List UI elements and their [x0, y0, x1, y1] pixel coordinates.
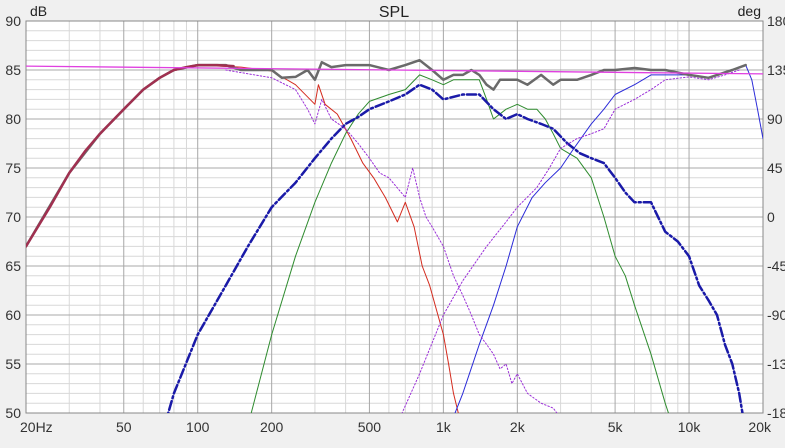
y-tick-label: 50 [5, 405, 21, 421]
y-tick-label: 55 [5, 356, 21, 372]
series-layer [26, 58, 763, 413]
y2-tick-labels: 180 135 90 45 0 -45 -90 -135 -180 [767, 13, 785, 421]
plot-border [25, 20, 764, 414]
major-grid [26, 21, 763, 413]
y-tick-label: 70 [5, 209, 21, 225]
y-tick-label: 85 [5, 62, 21, 78]
series-line [401, 69, 740, 413]
x-tick-label: 20k [748, 419, 772, 435]
y2-tick-label: -180 [767, 405, 785, 421]
x-tick-label: 5k [608, 419, 624, 435]
x-tick-label: 200 [260, 419, 284, 435]
y-tick-label: 90 [5, 13, 21, 29]
y2-tick-label: 135 [767, 62, 785, 78]
y-axis-unit: dB [30, 3, 47, 19]
y2-tick-label: -90 [767, 307, 785, 323]
y-tick-label: 75 [5, 160, 21, 176]
x-tick-label: 20Hz [20, 419, 53, 435]
series-line [166, 83, 744, 413]
y-tick-label: 65 [5, 258, 21, 274]
y2-tick-label: 0 [767, 209, 775, 225]
y-tick-labels: 90 85 80 75 70 65 60 55 50 [5, 13, 21, 421]
y2-tick-label: 45 [767, 160, 783, 176]
series-line [225, 69, 558, 413]
series-line [26, 63, 235, 248]
y-tick-label: 60 [5, 307, 21, 323]
y2-tick-label: -45 [767, 258, 785, 274]
x-tick-label: 100 [186, 419, 210, 435]
x-tick-label: 50 [116, 419, 132, 435]
chart-title: SPL [379, 4, 409, 21]
series-line [26, 65, 763, 75]
series-line [250, 74, 669, 413]
x-tick-label: 2k [510, 419, 526, 435]
y2-axis-unit: deg [738, 3, 761, 19]
x-tick-label: 500 [358, 419, 382, 435]
y2-tick-label: 90 [767, 111, 783, 127]
x-tick-labels: 20Hz 50 100 200 500 1k 2k 5k 10k 20k [20, 419, 772, 435]
x-tick-label: 1k [436, 419, 452, 435]
series-line [197, 64, 459, 413]
y-tick-label: 80 [5, 111, 21, 127]
y2-tick-label: 180 [767, 13, 785, 29]
y2-tick-label: -135 [767, 356, 785, 372]
x-tick-label: 10k [678, 419, 702, 435]
